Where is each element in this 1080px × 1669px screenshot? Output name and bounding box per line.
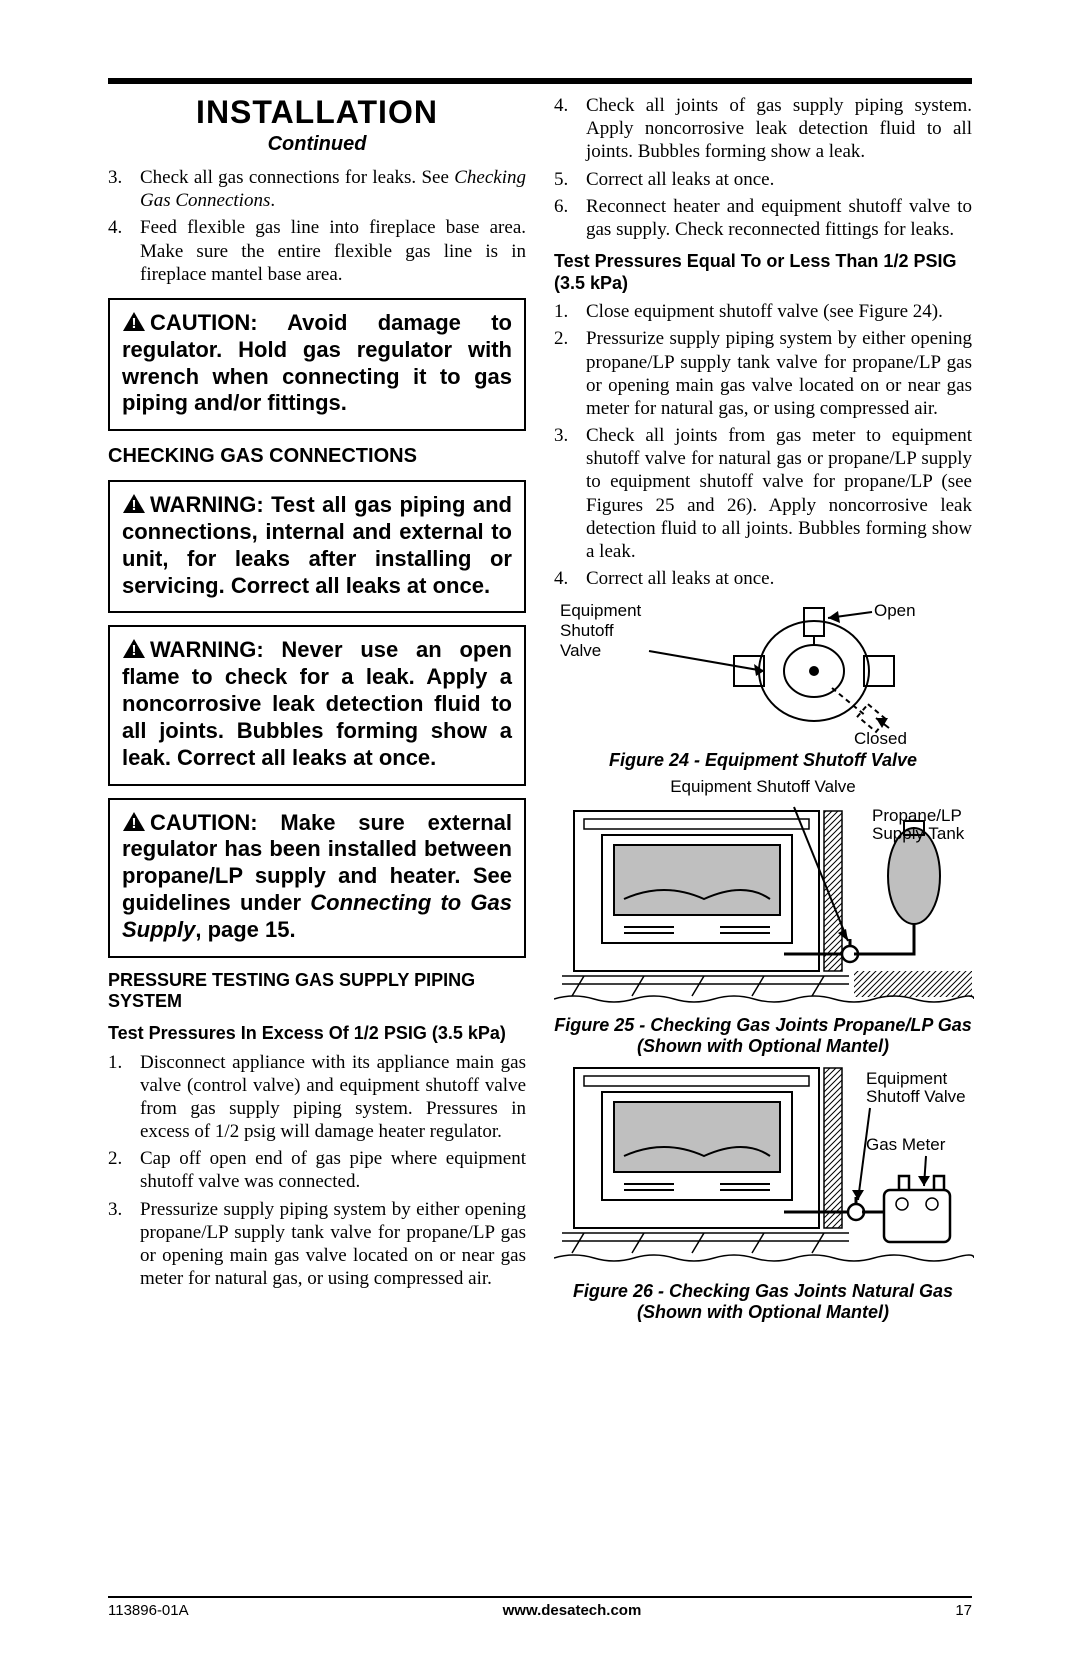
- svg-text:Valve: Valve: [560, 641, 601, 660]
- caution-box-1: ! CAUTION: Avoid damage to regulator. Ho…: [108, 298, 526, 431]
- top-rule: [108, 78, 972, 84]
- warning-icon: !: [122, 811, 146, 832]
- svg-text:Supply Tank: Supply Tank: [872, 824, 965, 843]
- list-item: Pressurize supply piping system by eithe…: [108, 1198, 526, 1291]
- svg-text:!: !: [132, 815, 137, 832]
- warning-box-2: ! WARNING: Never use an open flame to ch…: [108, 625, 526, 785]
- figure-26-svg: Equipment Shutoff Valve Gas Meter: [554, 1062, 974, 1277]
- warning-icon: !: [122, 493, 146, 514]
- subhead-pressure: PRESSURE TESTING GAS SUPPLY PIPING SYSTE…: [108, 970, 526, 1013]
- two-column-layout: INSTALLATION Continued Check all gas con…: [108, 94, 972, 1329]
- svg-text:Gas Meter: Gas Meter: [866, 1135, 946, 1154]
- doc-number: 113896-01A: [108, 1602, 189, 1619]
- svg-text:Equipment: Equipment: [866, 1069, 948, 1088]
- svg-text:!: !: [132, 497, 137, 514]
- fig24-closed-label: Closed: [854, 729, 907, 746]
- figure-25-svg: Propane/LP Supply Tank: [554, 801, 974, 1011]
- figure-26-caption: Figure 26 - Checking Gas Joints Natural …: [554, 1281, 972, 1322]
- fig25-esv-top-label: Equipment Shutoff Valve: [554, 777, 972, 797]
- right-column: Check all joints of gas supply piping sy…: [554, 94, 972, 1329]
- caution-box-2: ! CAUTION: Make sure external regulator …: [108, 798, 526, 958]
- section-title: INSTALLATION: [108, 94, 526, 131]
- right-list-1: Check all joints of gas supply piping sy…: [554, 94, 972, 241]
- svg-text:!: !: [132, 642, 137, 659]
- list-item: Correct all leaks at once.: [554, 567, 972, 590]
- continued-label: Continued: [108, 133, 526, 156]
- figure-26: Equipment Shutoff Valve Gas Meter: [554, 1062, 972, 1277]
- list-item: Disconnect appliance with its appliance …: [108, 1051, 526, 1144]
- warning-text: WARNING: Never use an open flame to chec…: [122, 637, 512, 769]
- list-item: Check all gas connections for leaks. See…: [108, 166, 526, 212]
- figure-24-svg: Equipment Shutoff Valve Open Closed: [554, 596, 964, 746]
- subhead-excess: Test Pressures In Excess Of 1/2 PSIG (3.…: [108, 1023, 526, 1045]
- list-item: Correct all leaks at once.: [554, 168, 972, 191]
- warning-text: WARNING: Test all gas piping and connect…: [122, 492, 512, 597]
- figure-24-caption: Figure 24 - Equipment Shutoff Valve: [554, 750, 972, 771]
- page-footer: 113896-01A www.desatech.com 17: [108, 1596, 972, 1619]
- fig24-open-label: Open: [874, 601, 916, 620]
- right-list-2: Close equipment shutoff valve (see Figur…: [554, 300, 972, 590]
- caution-text-b: , page 15.: [195, 917, 295, 942]
- left-column: INSTALLATION Continued Check all gas con…: [108, 94, 526, 1329]
- warning-icon: !: [122, 311, 146, 332]
- list-item: Feed flexible gas line into fireplace ba…: [108, 216, 526, 286]
- svg-text:Shutoff Valve: Shutoff Valve: [866, 1087, 966, 1106]
- warning-icon: !: [122, 638, 146, 659]
- left-list-2: Disconnect appliance with its appliance …: [108, 1051, 526, 1291]
- list-item: Cap off open end of gas pipe where equip…: [108, 1147, 526, 1193]
- subhead-checking: CHECKING GAS CONNECTIONS: [108, 445, 526, 468]
- list-item: Check all joints of gas supply piping sy…: [554, 94, 972, 164]
- list-item: Close equipment shutoff valve (see Figur…: [554, 300, 972, 323]
- caution-text: CAUTION: Avoid damage to regulator. Hold…: [122, 310, 512, 415]
- page-number: 17: [955, 1602, 972, 1619]
- warning-box-1: ! WARNING: Test all gas piping and conne…: [108, 480, 526, 613]
- svg-text:Shutoff: Shutoff: [560, 621, 614, 640]
- figure-25-caption: Figure 25 - Checking Gas Joints Propane/…: [554, 1015, 972, 1056]
- left-list-1: Check all gas connections for leaks. See…: [108, 166, 526, 286]
- fig24-esv-label: Equipment: [560, 601, 642, 620]
- list-item: Pressurize supply piping system by eithe…: [554, 327, 972, 420]
- footer-url: www.desatech.com: [503, 1602, 642, 1619]
- list-item: Check all joints from gas meter to equip…: [554, 424, 972, 563]
- figure-24: Equipment Shutoff Valve Open Closed: [554, 596, 972, 746]
- svg-text:Propane/LP: Propane/LP: [872, 806, 962, 825]
- svg-text:!: !: [132, 315, 137, 332]
- subhead-equal: Test Pressures Equal To or Less Than 1/2…: [554, 251, 972, 294]
- figure-25: Propane/LP Supply Tank: [554, 801, 972, 1011]
- list-item: Reconnect heater and equipment shutoff v…: [554, 195, 972, 241]
